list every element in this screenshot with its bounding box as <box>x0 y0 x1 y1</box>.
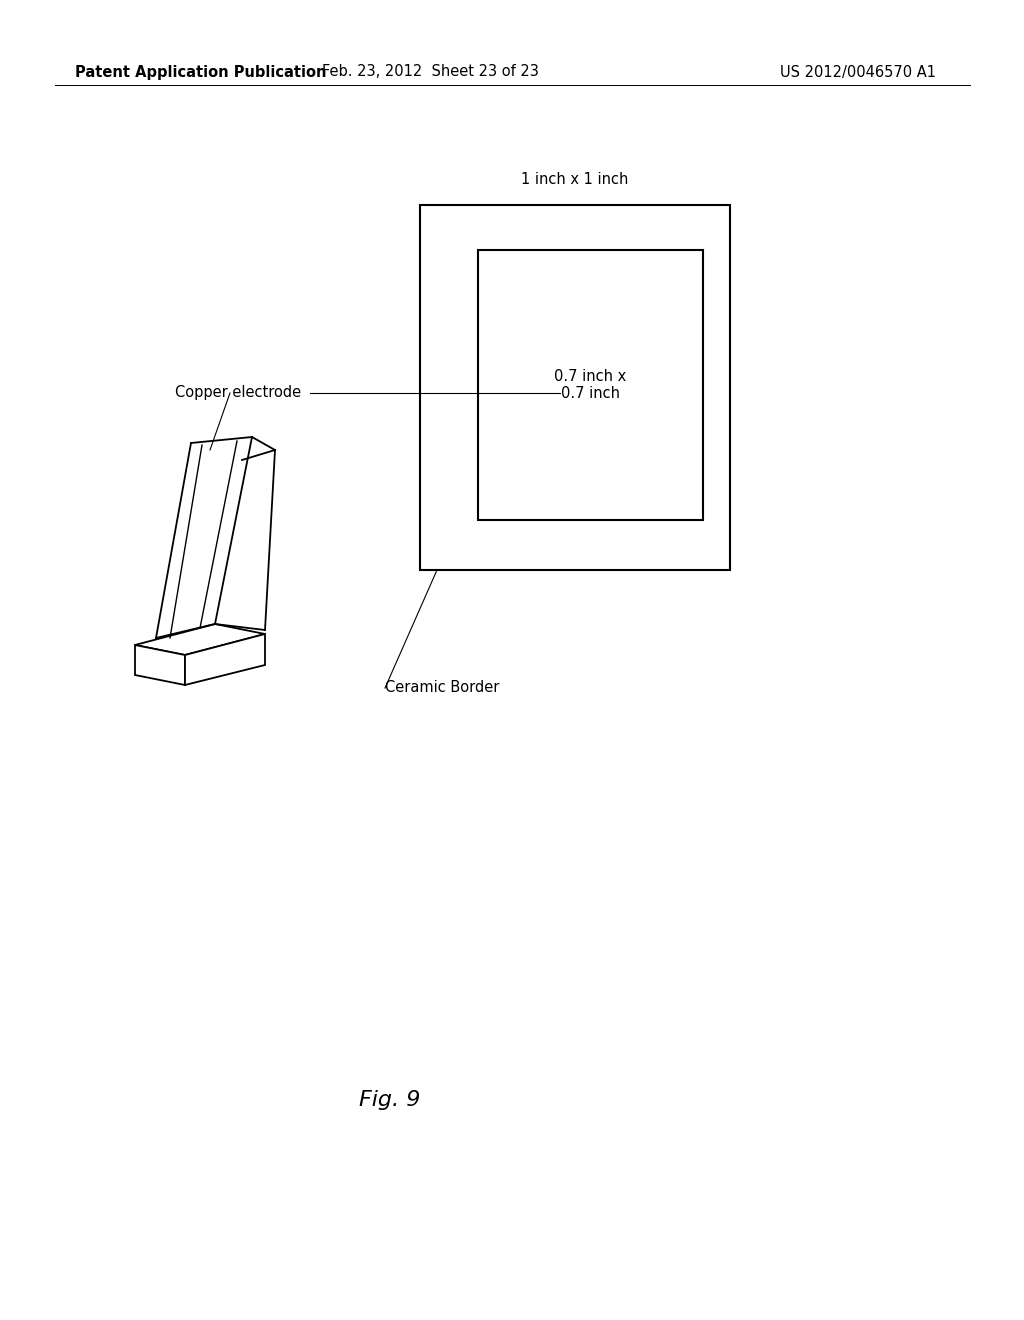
Polygon shape <box>185 634 265 685</box>
Bar <box>478 249 703 520</box>
Text: Patent Application Publication: Patent Application Publication <box>75 65 327 79</box>
Text: 1 inch x 1 inch: 1 inch x 1 inch <box>521 172 629 187</box>
Bar <box>420 205 730 570</box>
Text: Ceramic Border: Ceramic Border <box>385 681 500 696</box>
Polygon shape <box>135 645 185 685</box>
Polygon shape <box>135 624 265 655</box>
Text: Fig. 9: Fig. 9 <box>359 1090 421 1110</box>
Text: US 2012/0046570 A1: US 2012/0046570 A1 <box>780 65 936 79</box>
Text: Copper electrode: Copper electrode <box>175 385 301 400</box>
Text: Feb. 23, 2012  Sheet 23 of 23: Feb. 23, 2012 Sheet 23 of 23 <box>322 65 539 79</box>
Text: 0.7 inch x
0.7 inch: 0.7 inch x 0.7 inch <box>554 368 627 401</box>
